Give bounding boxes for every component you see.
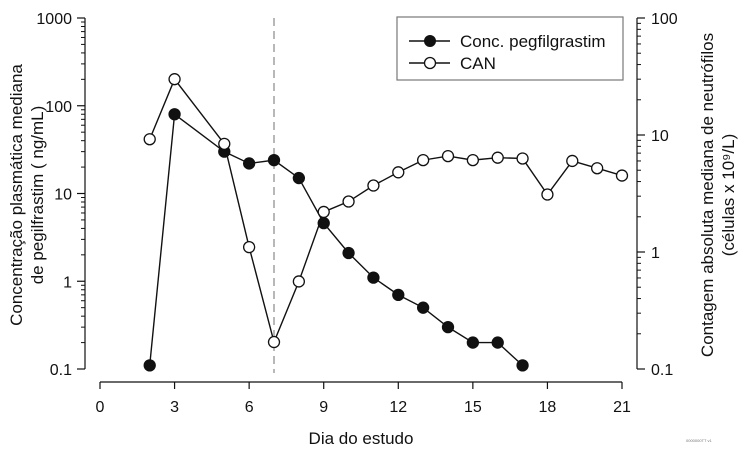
open-data-point [466, 153, 480, 167]
legend-item-can: CAN [409, 54, 496, 73]
right-axis-title-line-2: (células x 10⁹/L) [719, 134, 738, 257]
x-tick-label: 12 [389, 399, 407, 416]
open-data-point [392, 166, 405, 179]
filled-data-point [416, 301, 430, 314]
open-data-point [516, 152, 529, 165]
open-data-point [242, 241, 256, 254]
open-data-point [441, 149, 455, 163]
left-axis-title-line-1: Concentração plasmática mediana [7, 64, 26, 326]
open-data-point [143, 133, 156, 146]
x-axis-title: Dia do estudo [309, 429, 414, 448]
open-data-point [218, 137, 231, 151]
x-tick-label: 6 [245, 399, 254, 416]
legend-item-pegfilgrastim: Conc. pegfilgrastim [409, 32, 606, 51]
open-data-point [342, 195, 355, 208]
filled-data-point [292, 171, 306, 185]
filled-data-point [466, 336, 480, 349]
filled-data-point [441, 320, 455, 334]
x-tick-label: 0 [96, 399, 105, 416]
series-layer [143, 73, 629, 372]
open-data-point [566, 154, 579, 168]
open-data-point [267, 335, 281, 349]
right-y-axis: 0.1 1 10 100 [636, 11, 678, 379]
footnote: 0000000TT v1 [686, 438, 712, 443]
open-data-point [541, 188, 554, 201]
legend: Conc. pegfilgrastim CAN [396, 16, 624, 81]
left-axis-title: Concentração plasmática mediana de pegil… [7, 64, 47, 326]
right-tick-label: 1 [651, 245, 660, 262]
x-tick-label: 15 [464, 399, 482, 416]
right-tick-label: 100 [651, 11, 678, 28]
filled-circle-marker-icon [424, 35, 436, 47]
right-axis-title: Contagem absoluta mediana de neutrófilos… [698, 33, 738, 357]
filled-data-point [516, 359, 529, 372]
left-tick-label: 10 [54, 187, 72, 204]
open-data-point [292, 275, 306, 288]
filled-data-point [242, 157, 256, 170]
series-can [143, 73, 629, 349]
open-data-point [168, 73, 181, 86]
open-data-point [590, 162, 604, 175]
open-circle-marker-icon [423, 56, 437, 70]
filled-data-point [367, 271, 380, 284]
left-tick-label: 100 [45, 99, 72, 116]
legend-label-pegfilgrastim: Conc. pegfilgrastim [460, 32, 606, 51]
left-tick-label: 1 [63, 274, 72, 291]
filled-data-point [491, 336, 504, 349]
series-pegfilgrastim [143, 108, 529, 372]
x-tick-label: 3 [170, 399, 179, 416]
open-data-point [416, 153, 430, 167]
x-axis: 0 3 6 9 12 15 18 21 [96, 381, 631, 416]
x-tick-label: 21 [613, 399, 631, 416]
left-y-axis: 0.1 1 10 100 1000 [36, 11, 86, 379]
legend-box [396, 16, 624, 81]
x-tick-label: 18 [539, 399, 557, 416]
filled-data-point [168, 108, 181, 121]
left-tick-label: 0.1 [50, 362, 72, 379]
right-axis-title-line-1: Contagem absoluta mediana de neutrófilos [698, 33, 717, 357]
legend-label-can: CAN [460, 54, 496, 73]
filled-data-point [143, 359, 156, 372]
right-tick-label: 10 [651, 128, 669, 145]
open-data-point [317, 205, 330, 219]
filled-data-point [267, 153, 281, 167]
filled-data-point [342, 246, 355, 260]
x-tick-label: 9 [319, 399, 328, 416]
open-data-point [491, 151, 504, 164]
right-tick-label: 0.1 [651, 362, 673, 379]
left-tick-label: 1000 [36, 11, 72, 28]
open-data-point [615, 169, 629, 182]
filled-data-point [392, 288, 405, 301]
open-data-point [367, 179, 380, 192]
left-axis-title-line-2: de pegilfrastim ( ng/mL) [28, 106, 47, 285]
